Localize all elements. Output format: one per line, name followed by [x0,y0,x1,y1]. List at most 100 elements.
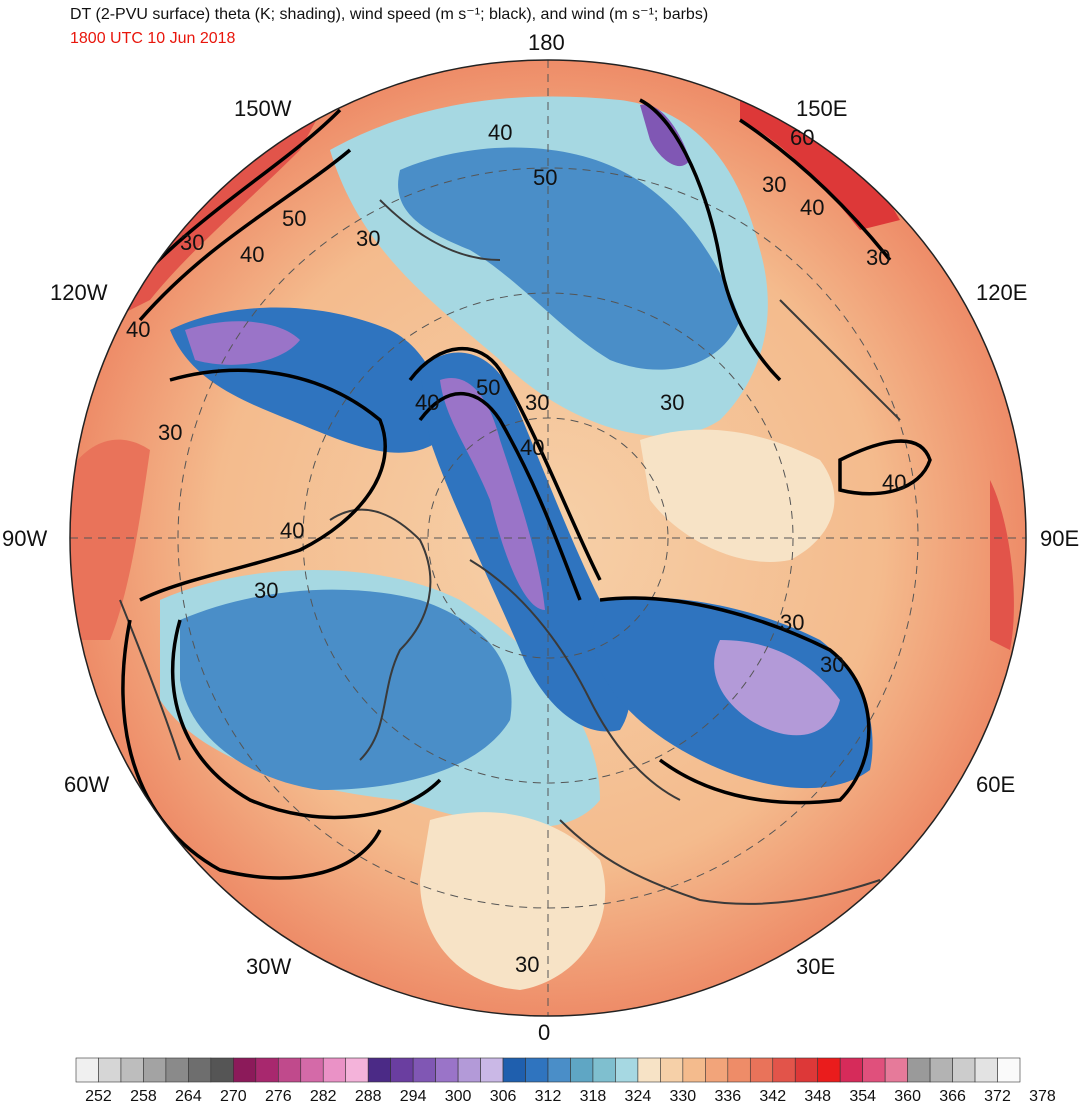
chart-title: DT (2-PVU surface) theta (K; shading), w… [70,6,709,23]
theta-tan-central-asia [640,429,835,562]
contour-label: 30 [515,952,539,977]
lon-label-150w: 150W [234,96,292,121]
colorbar-swatch [547,1057,571,1083]
colorbar-label: 342 [759,1088,786,1105]
colorbar-swatch [435,1057,459,1083]
colorbar-swatch [188,1057,212,1083]
colorbar-label: 312 [535,1088,562,1105]
lon-label-60e: 60E [976,772,1016,797]
colorbar-swatch [974,1057,998,1083]
lon-label-0: 0 [538,1020,551,1045]
lon-label-90e: 90E [1040,526,1080,551]
colorbar-swatch [277,1057,302,1083]
colorbar-swatch [615,1057,639,1083]
colorbar-swatch [660,1057,684,1083]
colorbar-swatch [345,1057,369,1083]
colorbar-label: 354 [849,1088,876,1105]
colorbar-label: 330 [670,1088,697,1105]
colorbar-label: 348 [804,1088,831,1105]
colorbar-swatch [705,1057,729,1083]
colorbar-label: 336 [714,1088,741,1105]
contour-label: 50 [476,375,500,400]
colorbar-label: 366 [939,1088,966,1105]
colorbar-label: 270 [220,1088,247,1105]
theta-purple-east [640,104,690,167]
colorbar-swatch [502,1057,526,1083]
colorbar-label: 294 [400,1088,427,1105]
theta-hot-region-west [70,439,150,640]
colorbar-swatch [794,1057,819,1083]
colorbar-swatch [480,1057,504,1083]
colorbar-swatch [367,1057,391,1083]
colorbar-label: 360 [894,1088,921,1105]
theta-blue-greenland [180,589,512,790]
colorbar-swatch [322,1057,347,1083]
lon-label-30w: 30W [246,954,292,979]
graticule [70,60,1026,1016]
colorbar-swatch [682,1057,706,1083]
coastlines [119,199,901,905]
colorbar-label: 258 [130,1088,157,1105]
colorbar-label: 324 [625,1088,652,1105]
colorbar-swatch [233,1057,257,1083]
colorbar-swatch [929,1057,953,1083]
contour-label: 30 [180,230,204,255]
colorbar-swatch [210,1057,234,1083]
contour-label: 40 [240,242,264,267]
wind-speed-contours [118,98,932,880]
colorbar-swatch [727,1057,751,1083]
colorbar-swatch [952,1057,976,1083]
lon-label-60w: 60W [64,772,110,797]
contour-label: 40 [882,470,906,495]
colorbar-label: 288 [355,1088,382,1105]
colorbar-swatch [300,1057,324,1083]
theta-purple-siberia [714,640,840,736]
lon-label-120e: 120E [976,280,1028,305]
colorbar-label: 378 [1029,1088,1056,1105]
contour-label: 40 [126,317,150,342]
colorbar-swatch [637,1057,661,1083]
colorbar-label: 276 [265,1088,292,1105]
lon-label-180: 180 [528,30,565,55]
contour-label: 30 [254,578,278,603]
lon-label-90w: 90W [2,526,48,551]
contour-label: 30 [780,610,804,635]
colorbar-swatch [907,1057,931,1083]
colorbar-swatch [817,1057,841,1083]
colorbar-swatch [592,1057,616,1083]
lon-label-30e: 30E [796,954,836,979]
contour-labels: 30 40506030405030403040304050304030403030… [126,120,906,977]
colorbar-label: 306 [490,1088,517,1105]
colorbar-swatch [143,1057,167,1083]
colorbar-label: 300 [445,1088,472,1105]
contour-label: 30 [660,390,684,415]
colorbar-label: 318 [580,1088,607,1105]
contour-label: 50 [533,165,557,190]
colorbar-swatch [862,1057,886,1083]
theta-tan-europe [420,812,606,990]
colorbar-swatch [839,1057,863,1083]
theta-purple-central [440,378,545,610]
contour-label: 40 [415,390,439,415]
contour-label: 40 [488,120,512,145]
contour-label: 30 [356,226,380,251]
lon-label-120w: 120W [50,280,108,305]
colorbar-swatch [120,1057,144,1083]
contour-label: 50 [282,206,306,231]
contour-label: 30 [820,652,844,677]
colorbar-swatch [457,1057,481,1083]
theta-purple-canada [185,321,300,365]
colorbar-swatch [884,1057,908,1083]
map-border [69,59,1027,1017]
colorbar-label: 282 [310,1088,337,1105]
contour-label: 40 [800,195,824,220]
colorbar-label: 372 [984,1088,1011,1105]
colorbar-swatch [412,1057,436,1083]
colorbar-swatch [749,1057,774,1083]
lon-label-150e: 150E [796,96,848,121]
theta-blue-arctic [398,147,740,370]
contour-label: 60 [790,125,814,150]
colorbar-swatch [75,1057,99,1083]
theta-colorbar: 252 258 264 270 276 282 288 294 300 306 312 318 324 3… [75,1057,1056,1105]
valid-time: 1800 UTC 10 Jun 2018 [70,30,236,47]
